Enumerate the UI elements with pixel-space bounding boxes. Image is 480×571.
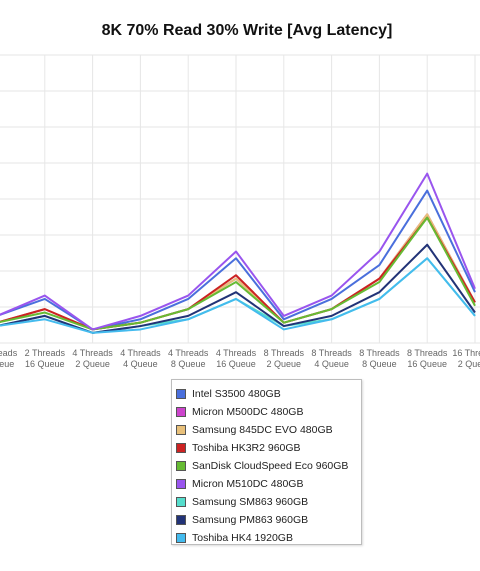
chart-series <box>0 172 476 334</box>
x-tick-label: 4 Threads 2 Queue <box>72 348 113 369</box>
legend-item[interactable]: Samsung PM863 960GB <box>176 511 361 529</box>
chart-grid <box>0 54 480 344</box>
legend-label: Micron M500DC 480GB <box>192 406 304 418</box>
legend-item[interactable]: Micron M510DC 480GB <box>176 475 361 493</box>
series-line-5 <box>0 172 476 331</box>
x-tick-label: 8 Threads 8 Queue <box>359 348 400 369</box>
x-tick-label: 8 Threads 4 Queue <box>311 348 352 369</box>
x-tick-label: 4 Threads 8 Queue <box>168 348 209 369</box>
legend-item[interactable]: SanDisk CloudSpeed Eco 960GB <box>176 457 361 475</box>
legend-swatch <box>176 407 186 417</box>
legend-swatch <box>176 389 186 399</box>
chart-title: 8K 70% Read 30% Write [Avg Latency] <box>102 22 393 39</box>
x-tick-label: 8 Threads 16 Queue <box>407 348 448 369</box>
legend-label: Toshiba HK4 1920GB <box>192 532 293 544</box>
legend-label: Micron M510DC 480GB <box>192 478 304 490</box>
legend-swatch <box>176 425 186 435</box>
series-line-7 <box>0 243 476 334</box>
legend-swatch <box>176 461 186 471</box>
legend-swatch <box>176 479 186 489</box>
legend-item[interactable]: Toshiba HK4 1920GB <box>176 529 361 547</box>
legend-swatch <box>176 515 186 525</box>
chart-legend: Intel S3500 480GB Micron M500DC 480GB Sams… <box>171 379 362 545</box>
legend-label: Samsung SM863 960GB <box>192 496 309 508</box>
x-tick-label: 8 Threads 2 Queue <box>264 348 305 369</box>
legend-item[interactable]: Samsung SM863 960GB <box>176 493 361 511</box>
series-line-1 <box>0 213 476 331</box>
legend-label: Samsung 845DC EVO 480GB <box>192 424 333 436</box>
legend-item[interactable]: Micron M500DC 480GB <box>176 403 361 421</box>
legend-label: Toshiba HK3R2 960GB <box>192 442 301 454</box>
x-tick-label: 4 Threads 4 Queue <box>120 348 161 369</box>
series-line-8 <box>0 257 476 334</box>
legend-swatch <box>176 533 186 543</box>
series-line-4 <box>0 216 476 331</box>
series-line-3 <box>0 216 476 331</box>
legend-label: SanDisk CloudSpeed Eco 960GB <box>192 460 349 472</box>
legend-label: Samsung PM863 960GB <box>192 514 309 526</box>
legend-item[interactable]: Intel S3500 480GB <box>176 385 361 403</box>
legend-label: Intel S3500 480GB <box>192 388 281 400</box>
legend-swatch <box>176 443 186 453</box>
series-line-2 <box>0 213 476 331</box>
legend-item[interactable]: Samsung 845DC EVO 480GB <box>176 421 361 439</box>
x-tick-label: 2 Threads 16 Queue <box>25 348 66 369</box>
legend-item[interactable]: Toshiba HK3R2 960GB <box>176 439 361 457</box>
x-tick-label: 4 Threads 16 Queue <box>216 348 257 369</box>
legend-swatch <box>176 497 186 507</box>
